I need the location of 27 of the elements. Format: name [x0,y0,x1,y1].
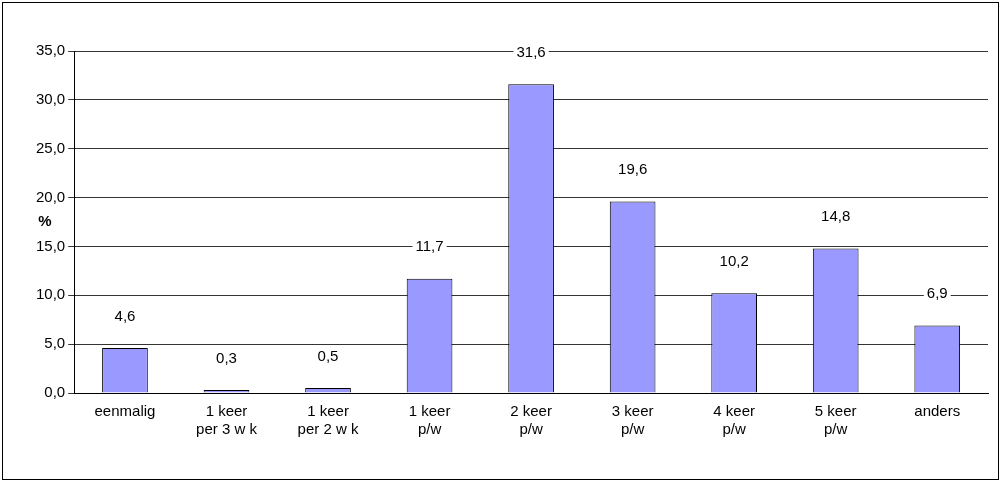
x-tick-label: 4 keer p/w [713,402,756,438]
data-label: 14,8 [821,207,851,225]
y-tick-label: 0,0 [44,383,66,401]
y-tick-label: 30,0 [35,90,66,107]
x-tick-label: anders [914,402,961,420]
y-tick-label: 25,0 [35,138,66,156]
y-tick-label: 10,0 [35,285,66,303]
x-tick-label: 1 keer p/w [408,402,451,438]
y-tick-label: 5,0 [44,334,66,352]
data-label: 19,6 [618,160,648,178]
data-label: 11,7 [415,237,444,255]
x-tick-label: 2 keer p/w [510,402,552,438]
y-axis-title: % [38,212,52,230]
data-label: 31,6 [516,42,546,60]
x-tick-label: 3 keer p/w [611,402,654,438]
y-tick-label: 20,0 [35,187,66,205]
x-tick-label: 5 keer p/w [814,402,857,438]
data-label: 0,3 [216,348,237,366]
x-tick-label: 1 keer per 2 w k [297,402,359,438]
data-label: 0,5 [317,346,339,364]
y-tick-label: 15,0 [35,236,66,254]
data-label: 10,2 [719,251,749,269]
x-tick-label: 1 keer per 3 w k [196,402,258,438]
x-tick-label: eenmalig [94,402,156,420]
data-label: 4,6 [114,306,136,324]
data-label: 6,9 [926,284,948,302]
y-tick-label: 35,0 [35,41,66,59]
